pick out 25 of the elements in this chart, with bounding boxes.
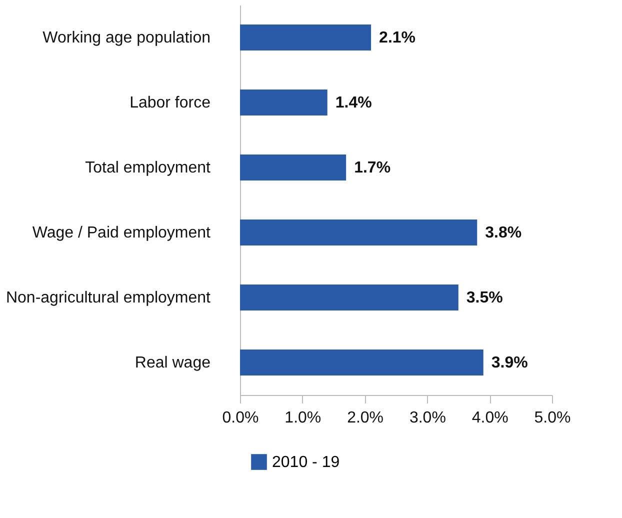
text: 3.9%	[491, 354, 528, 372]
x-tick-label: 5.0%	[534, 410, 571, 426]
x-tick-label: 3.0%	[409, 410, 446, 426]
x-tick-label: 4.0%	[472, 410, 508, 426]
y-tick-label: Non-agricultural employment	[6, 290, 212, 306]
x-tick-label: 1.0%	[284, 410, 322, 426]
y-tick-label: Total employment	[85, 160, 212, 176]
y-tick-label: Real wage	[134, 354, 211, 372]
bar	[240, 24, 372, 50]
bar	[240, 350, 484, 376]
bar	[240, 90, 328, 116]
text: 1.7%	[354, 160, 391, 176]
text: 3.5%	[466, 290, 503, 306]
legend-label: 2010 - 19	[272, 454, 340, 471]
text: 1.4%	[335, 94, 372, 112]
text: 2.1%	[379, 30, 416, 46]
bar	[240, 220, 478, 246]
y-tick-label: Wage / Paid employment	[32, 224, 212, 242]
x-tick-label: 0.0%	[222, 410, 259, 426]
text: 3.8%	[485, 224, 522, 242]
y-tick-label: Working age population	[42, 30, 210, 46]
bar	[240, 154, 346, 180]
y-tick-label: Labor force	[130, 94, 211, 112]
bar	[240, 284, 458, 310]
x-tick-label: 2.0%	[347, 410, 384, 426]
